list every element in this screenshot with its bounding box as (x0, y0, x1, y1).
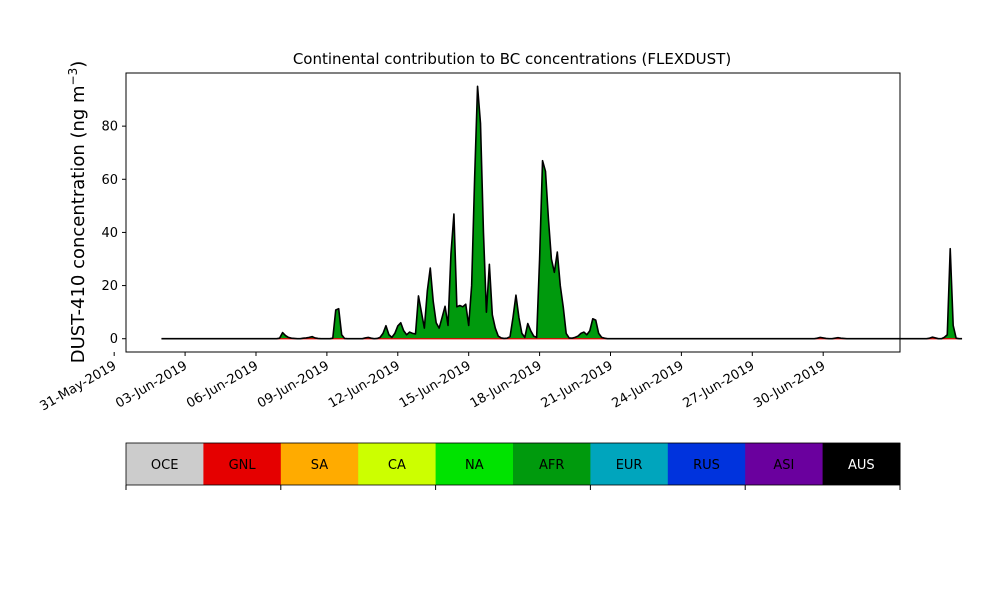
axes: 0 20 40 60 80 31-May-201903-Jun-201906-Jun-20… (38, 72, 901, 414)
y-axis-label-main: DUST-410 concentration (ng m (68, 85, 89, 363)
x-tick-label: 30-Jun-2019 (751, 358, 828, 411)
y-axis-label-close: ) (68, 61, 89, 68)
legend-swatch-sa (280, 443, 359, 485)
y-tick-label: 40 (101, 226, 118, 241)
legend-label-aus: AUS (848, 458, 875, 473)
x-tick-label: 21-Jun-2019 (539, 358, 616, 411)
legend-swatch-na (435, 443, 514, 485)
x-tick-label: 09-Jun-2019 (255, 358, 332, 411)
x-tick-label: 15-Jun-2019 (397, 358, 474, 411)
legend-label-na: NA (465, 458, 484, 473)
legend-colorbar: OCE GNL SA CA NA AFR EUR RUS ASI AUS (125, 442, 901, 490)
y-axis-label-superscript: −3 (66, 68, 80, 86)
x-tick-label: 12-Jun-2019 (326, 358, 403, 411)
legend-swatch-afr (513, 443, 591, 485)
legend-frame (125, 442, 901, 486)
legend-label-oce: OCE (151, 458, 179, 473)
x-tick-label: 06-Jun-2019 (184, 358, 261, 411)
y-tick-label: 80 (101, 120, 118, 135)
legend-label-asi: ASI (773, 458, 794, 473)
y-tick-label: 60 (101, 173, 118, 188)
legend-swatch-gnl (203, 443, 282, 485)
y-axis-label: DUST-410 concentration (ng m−3) (66, 61, 89, 364)
legend-swatch-rus (667, 443, 746, 485)
legend-swatch-ca (358, 443, 437, 485)
legend-swatch-eur (590, 443, 669, 485)
x-tick-label: 31-May-2019 (38, 358, 120, 414)
legend-swatch-oce (126, 443, 204, 485)
plot-area (161, 85, 963, 340)
legend-swatch-aus (822, 443, 901, 485)
series-outline-total (161, 85, 963, 340)
x-tick-label: 24-Jun-2019 (610, 358, 687, 411)
legend-label-ca: CA (388, 458, 406, 473)
legend-label-eur: EUR (616, 458, 643, 473)
legend-label-gnl: GNL (229, 458, 257, 473)
x-tick-label: 03-Jun-2019 (113, 358, 190, 411)
legend-swatch-asi (745, 443, 824, 485)
chart-title: Continental contribution to BC concentra… (293, 50, 731, 68)
legend-label-sa: SA (311, 458, 328, 473)
x-tick-label: 27-Jun-2019 (680, 358, 757, 411)
legend-label-afr: AFR (539, 458, 564, 473)
legend-label-rus: RUS (693, 458, 720, 473)
y-tick-label: 0 (110, 332, 118, 347)
y-tick-label: 20 (101, 279, 118, 294)
x-tick-label: 18-Jun-2019 (468, 358, 545, 411)
plot-frame (125, 72, 901, 353)
